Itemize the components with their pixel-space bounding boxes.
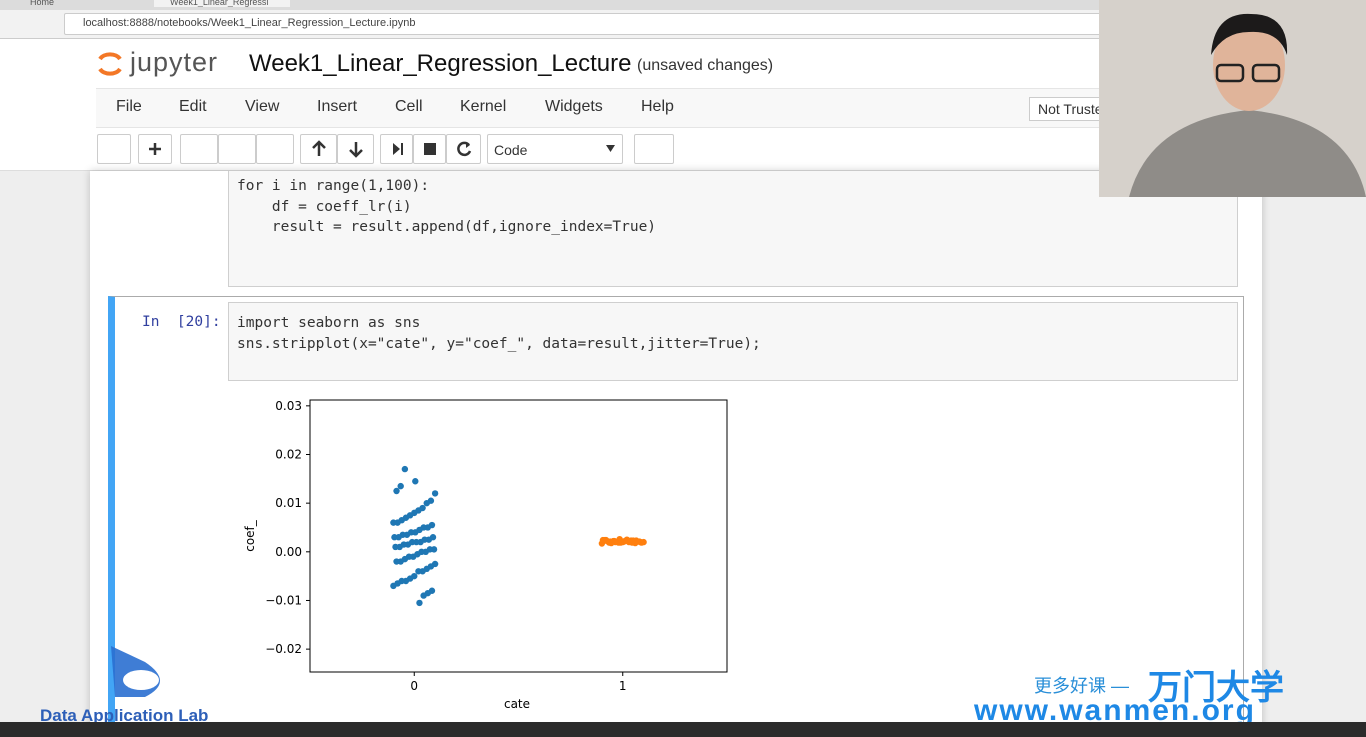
up-icon <box>312 140 326 156</box>
save-button[interactable] <box>97 134 131 164</box>
logo-text: jupyter <box>130 47 219 77</box>
data-point <box>431 490 439 497</box>
slogan-watermark: 更多好课 — <box>1034 676 1130 696</box>
y-axis-label: coef_ <box>243 519 257 552</box>
prompt: In [20]: <box>142 314 221 330</box>
move-down-button[interactable] <box>337 134 374 164</box>
plus-icon <box>149 143 161 155</box>
lab-logo <box>111 646 160 697</box>
code-cell-input[interactable]: for i in range(1,100): df = coeff_lr(i) … <box>228 171 1238 287</box>
keyboard-button[interactable] <box>634 134 674 164</box>
code: for i in range(1,100): df = coeff_lr(i) … <box>237 176 656 238</box>
y-tick-label: 0.00 <box>275 545 302 559</box>
cell-type: Code <box>494 142 528 158</box>
video-controls[interactable] <box>0 722 1366 737</box>
presenter <box>1099 0 1366 197</box>
notebook-title[interactable]: Week1_Linear_Regression_Lecture <box>249 50 632 77</box>
data-point <box>599 536 607 544</box>
webcam-video <box>1099 0 1366 197</box>
data-point <box>416 599 423 607</box>
url-box[interactable]: localhost:8888/notebooks/Week1_Linear_Re… <box>64 13 1106 35</box>
data-point <box>391 534 398 541</box>
menu-item[interactable]: File <box>116 98 142 115</box>
data-point <box>412 478 419 485</box>
y-tick-label: 0.03 <box>275 399 302 413</box>
menu-item[interactable]: View <box>245 98 280 115</box>
y-tick-label: 0.01 <box>275 496 302 510</box>
browser-tab[interactable]: Home <box>14 0 150 7</box>
menu-bar: File Edit View Insert Cell Kernel Widgets Help … <box>96 88 1256 128</box>
x-axis-label: cate <box>504 697 530 711</box>
menu-item[interactable]: Insert <box>317 98 358 115</box>
plot-frame <box>309 399 728 673</box>
jupyter-logo-icon <box>98 52 122 76</box>
x-tick-label: 0 <box>410 679 418 693</box>
restart-icon <box>457 141 472 157</box>
code-cell-input[interactable]: import seaborn as sns sns.stripplot(x="ca… <box>228 302 1238 381</box>
data-point <box>392 543 399 551</box>
y-tick-label: 0.02 <box>275 447 302 461</box>
data-point <box>420 592 427 599</box>
menu-item[interactable]: Widgets <box>545 98 603 115</box>
data-point <box>415 568 422 575</box>
menu-item[interactable]: Edit <box>179 98 207 115</box>
cut-button[interactable] <box>180 134 218 164</box>
data-point <box>390 582 397 590</box>
menu-item[interactable]: Help <box>641 98 674 115</box>
down-icon <box>349 142 363 158</box>
paste-button[interactable] <box>256 134 294 164</box>
run-icon <box>393 143 403 155</box>
data-point <box>390 519 397 526</box>
menu-item[interactable]: Kernel <box>460 98 507 115</box>
stop-button[interactable] <box>413 134 446 164</box>
data-point <box>401 465 409 473</box>
brand-watermark: 万门大学 <box>1148 669 1284 707</box>
insert-button[interactable] <box>138 134 172 164</box>
data-point <box>617 539 624 546</box>
data-point <box>397 482 404 490</box>
code-line: df = coeff_lr(i) <box>237 198 412 215</box>
restart-button[interactable] <box>446 134 481 164</box>
save-status: (unsaved changes) <box>637 57 774 74</box>
dropdown-arrow <box>606 145 615 152</box>
copy-button[interactable] <box>218 134 256 164</box>
code-line: sns.stripplot(x="cate", y="coef_", data=… <box>237 335 761 352</box>
y-tick-label: −0.01 <box>265 593 302 607</box>
code-line: for i in range(1,100): <box>237 178 430 194</box>
url: localhost:8888/notebooks/Week1_Linear_Re… <box>83 17 416 29</box>
y-tick-label: −0.02 <box>265 642 302 656</box>
trust-indicator[interactable]: Not Truste <box>1029 97 1112 121</box>
code-line: import seaborn as sns <box>237 315 421 331</box>
cell-type-select[interactable]: Code <box>487 134 623 164</box>
run-button[interactable] <box>380 134 413 164</box>
data-point <box>393 487 400 495</box>
browser-tab[interactable]: Week1_Linear_Regressi <box>154 0 290 7</box>
move-up-button[interactable] <box>300 134 337 164</box>
strip-plot: cate coef_ −0.02 −0.01 0.00 0.01 0.02 0.03 0 1 <box>243 399 728 711</box>
site-watermark: www.wanmen.org <box>974 694 1256 727</box>
code: import seaborn as sns sns.stripplot(x="ca… <box>237 313 761 354</box>
data-point <box>423 499 430 507</box>
data-point <box>393 558 400 565</box>
menu-item[interactable]: Cell <box>395 98 423 115</box>
code-line: result = result.append(df,ignore_index=T… <box>237 219 657 235</box>
tab-bar: Home Week1_Linear_Regressi <box>0 0 1366 10</box>
lab-watermark: Data Application Lab <box>40 706 209 725</box>
x-tick-label: 1 <box>619 679 627 693</box>
stop-icon <box>424 143 436 155</box>
